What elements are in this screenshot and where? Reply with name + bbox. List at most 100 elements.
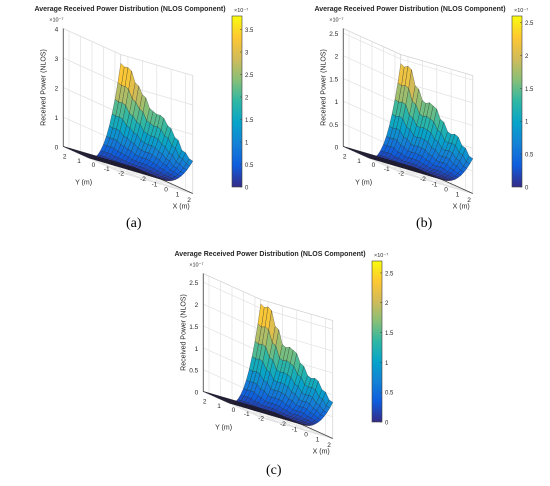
chart-panel-c: 0 0.5 1 1.5 2 2.5 -2 -1 0 1 2 2 1 0 -1 -2 X (m) Y (m) Rece… (140, 245, 410, 460)
z-tick-label: 1.5 (189, 324, 198, 331)
z-exponent-label: ×10⁻⁷ (189, 262, 203, 269)
x-tick-label: 0 (164, 187, 168, 194)
chart-title: Average Received Power Distribution (NLO… (34, 6, 225, 13)
colorbar-tick-label: 0.5 (245, 163, 254, 169)
floor-gridline (114, 169, 188, 192)
colorbar-tick-label: 1 (525, 120, 529, 126)
chart-panel-b: 0 0.5 1 1.5 2 2.5 -2 -1 0 1 2 2 1 0 -1 -2 X (m) Y (m) Rece… (280, 0, 550, 225)
y-tick-label: -1 (104, 166, 110, 173)
z-tick-label: 2.5 (189, 280, 198, 287)
x-tick-label: -1 (152, 181, 158, 188)
colorbar-tick-label: 1 (245, 141, 249, 147)
x-tick-label: 1 (176, 192, 180, 199)
z-tick-label: 4 (55, 27, 59, 34)
y-axis-label: Y (m) (75, 179, 92, 186)
x-tick-label: -2 (140, 176, 146, 183)
z-tick-label: 2 (335, 54, 339, 61)
x-tick-label: 1 (456, 192, 460, 199)
x-tick-label: 2 (467, 197, 471, 204)
z-gridline (63, 28, 193, 76)
x-tick-label: 2 (327, 442, 331, 449)
y-axis-label: Y (m) (355, 179, 372, 186)
x-tick-label: 2 (187, 197, 191, 204)
z-exponent-label: ×10⁻⁷ (329, 17, 343, 24)
colorbar-tick-label: 0.5 (385, 391, 394, 397)
x-tick-label: 0 (304, 432, 308, 439)
x-tick-label: -2 (420, 176, 426, 183)
y-tick-label: 2 (343, 154, 347, 161)
surface-patch (326, 399, 333, 409)
x-axis-label: X (m) (313, 449, 330, 456)
colorbar-tick-label: 0.5 (525, 153, 534, 159)
y-tick-label: 1 (357, 158, 361, 165)
z-tick-label: 0 (335, 145, 339, 152)
x-axis-label: X (m) (453, 204, 470, 211)
z-gridline (343, 32, 473, 81)
chart-title: Average Received Power Distribution (NLO… (174, 251, 365, 258)
z-tick-label: 0.5 (189, 368, 198, 375)
chart-title: Average Received Power Distribution (NLO… (314, 6, 505, 13)
x-tick-label: -2 (280, 421, 286, 428)
surface (203, 303, 333, 426)
z-tick-label: 2.5 (329, 31, 338, 38)
z-tick-label: 0.5 (329, 122, 338, 129)
colorbar-exponent-label: ×10⁻⁷ (374, 252, 388, 259)
y-tick-label: 0 (92, 162, 96, 169)
z-tick-label: 1 (195, 346, 199, 353)
y-tick-label: 0 (232, 407, 236, 414)
z-axis-label: Received Power (NLOS) (320, 49, 327, 126)
z-tick-label: 2 (55, 86, 59, 93)
colorbar-tick-label: 0 (525, 186, 529, 192)
colorbar-exponent-label: ×10⁻⁷ (514, 7, 528, 14)
y-tick-label: -2 (398, 170, 404, 177)
floor-gridline (103, 164, 176, 187)
x-tick-label: -1 (432, 181, 438, 188)
colorbar-tick-label: 1.5 (525, 87, 534, 93)
z-tick-label: 3 (55, 56, 59, 63)
chart-panel-a: 0 1 2 3 4 -2 -1 0 1 2 2 1 0 -1 -2 X (m) Y (m) Received Po… (0, 0, 270, 225)
y-tick-label: 0 (372, 162, 376, 169)
floor-gridline (243, 409, 316, 432)
colorbar-tick-label: 2 (385, 301, 389, 307)
surface (63, 63, 193, 182)
z-tick-label: 1 (335, 99, 339, 106)
panel-label-b: (b) (416, 216, 433, 231)
x-tick-label: -1 (292, 426, 298, 433)
y-tick-label: -1 (384, 166, 390, 173)
colorbar-tick-label: 2.5 (385, 271, 394, 277)
z-tick-label: 2 (195, 302, 199, 309)
colorbar-tick-label: 0 (385, 421, 389, 427)
colorbar-tick-label: 1.5 (385, 331, 394, 337)
colorbar-tick-label: 2.5 (525, 21, 534, 27)
x-tick-label: 0 (444, 187, 448, 194)
surface-patch (466, 155, 473, 164)
panel-label-a: (a) (126, 216, 142, 231)
y-tick-label: -2 (258, 415, 264, 422)
colorbar-tick-label: 3 (245, 51, 249, 57)
z-axis-label: Received Power (NLOS) (40, 49, 47, 126)
floor-gridline (383, 164, 456, 187)
colorbar-tick-label: 3.5 (245, 28, 254, 34)
y-tick-label: 2 (203, 399, 207, 406)
colorbar-tick-label: 1 (385, 361, 389, 367)
z-exponent-label: ×10⁻⁷ (49, 17, 63, 24)
colorbar-tick-label: 0 (245, 186, 249, 192)
y-tick-label: -2 (118, 170, 124, 177)
y-tick-label: 1 (77, 158, 81, 165)
y-tick-label: 2 (63, 154, 67, 161)
z-tick-label: 1 (55, 115, 59, 122)
z-tick-label: 0 (195, 390, 199, 397)
x-axis-label: X (m) (173, 204, 190, 211)
z-axis-label: Received Power (NLOS) (180, 294, 187, 371)
colorbar-tick-label: 2 (245, 96, 249, 102)
y-tick-label: -1 (244, 411, 250, 418)
z-tick-label: 0 (55, 145, 59, 152)
panel-label-c: (c) (266, 463, 282, 478)
colorbar (231, 15, 243, 188)
z-tick-label: 1.5 (329, 76, 338, 83)
surface-patch (186, 158, 193, 166)
colorbar-exponent-label: ×10⁻⁷ (234, 7, 248, 14)
